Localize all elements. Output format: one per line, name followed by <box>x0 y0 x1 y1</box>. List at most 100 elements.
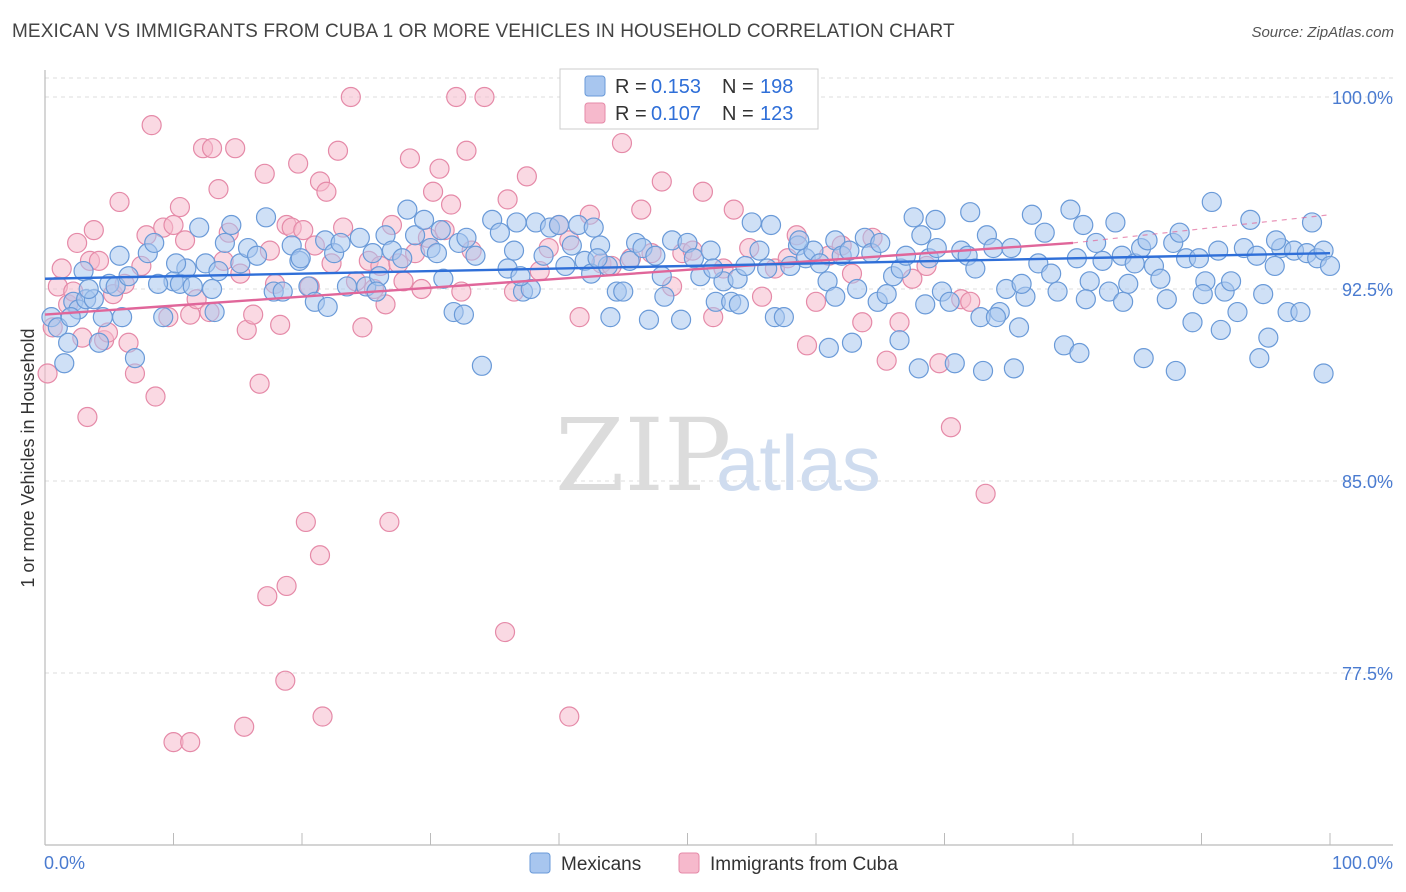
cuba-point-125 <box>257 586 278 607</box>
cuba-point-10 <box>83 220 104 241</box>
mexicans-point-178 <box>1290 301 1311 323</box>
cuba-point-128 <box>275 670 296 691</box>
mexicans-point-118 <box>903 207 924 228</box>
cuba-point-134 <box>180 732 201 753</box>
cuba-point-107 <box>796 335 818 356</box>
mexicans-point-24 <box>201 278 223 300</box>
cuba-point-90 <box>611 132 633 154</box>
mexicans-point-185 <box>1133 348 1154 369</box>
cuba-point-129 <box>234 716 255 737</box>
cuba-point-3 <box>51 258 72 279</box>
cuba-point-32 <box>201 138 223 159</box>
mexicans-point-98 <box>757 258 778 279</box>
legend-n-value-mexicans: 198 <box>760 76 793 98</box>
mexicans-point-48 <box>392 248 413 269</box>
cuba-point-25 <box>163 214 184 236</box>
mexicans-point-213 <box>1192 284 1213 305</box>
mexicans-point-206 <box>587 248 608 269</box>
legend-n-label-mexicans: N = <box>722 76 754 98</box>
y-tick-label-1: 92.5% <box>1342 280 1393 300</box>
cuba-point-115 <box>889 312 910 333</box>
bottom-legend-swatch-mexicans <box>529 852 551 874</box>
mexicans-point-149 <box>1105 212 1126 233</box>
cuba-point-79 <box>497 189 518 210</box>
cuba-point-52 <box>316 181 337 202</box>
cuba-point-6 <box>67 232 88 254</box>
trend-line-mexicans <box>44 251 1331 280</box>
mexicans-point-90 <box>700 240 721 261</box>
bottom-legend-label-cuba: Immigrants from Cuba <box>710 854 898 875</box>
mexicans-point-138 <box>1034 222 1055 243</box>
mexicans-point-136 <box>1021 204 1042 225</box>
mexicans-point-44 <box>362 243 383 264</box>
mexicans-point-162 <box>1188 248 1210 269</box>
cuba-point-86 <box>569 307 590 328</box>
mexicans-point-198 <box>453 304 475 325</box>
bottom-legend: Mexicans Immigrants from Cuba <box>529 852 898 875</box>
y-tick-label-2: 85.0% <box>1342 472 1393 492</box>
cuba-point-132 <box>559 706 580 727</box>
watermark-zip: ZIP <box>555 397 731 514</box>
mexicans-point-134 <box>1008 317 1030 338</box>
cuba-point-56 <box>340 86 361 108</box>
cuba-point-47 <box>288 153 309 174</box>
mexicans-point-14 <box>124 348 146 369</box>
mexicans-point-59 <box>471 355 492 376</box>
cuba-point-33 <box>208 179 229 200</box>
cuba-point-112 <box>852 312 873 333</box>
mexicans-point-50 <box>404 225 426 246</box>
mexicans-point-156 <box>1150 268 1171 289</box>
mexicans-point-210 <box>760 214 782 236</box>
mexicans-point-211 <box>506 212 527 233</box>
series-mexicans-points <box>41 191 1341 384</box>
cuba-point-41 <box>254 163 275 184</box>
mexicans-point-78 <box>613 281 634 302</box>
source-label: Source: ZipAtlas.com <box>1251 24 1394 41</box>
cuba-point-73 <box>440 194 462 215</box>
x-tick-label-min: 0.0% <box>44 853 85 873</box>
mexicans-point-12 <box>111 307 133 328</box>
mexicans-point-164 <box>1201 191 1222 213</box>
mexicans-point-207 <box>825 286 846 307</box>
mexicans-point-26 <box>214 232 235 254</box>
cuba-point-78 <box>474 86 495 108</box>
legend-swatch-mexicans <box>584 75 606 97</box>
y-axis-label: 1 or more Vehicles in Household <box>18 328 38 587</box>
cuba-point-126 <box>276 575 297 597</box>
mexicans-point-215 <box>985 307 1007 328</box>
mexicans-point-142 <box>1060 199 1081 220</box>
mexicans-point-204 <box>60 307 81 328</box>
cuba-point-101 <box>723 199 744 220</box>
mexicans-point-180 <box>1301 212 1323 233</box>
cuba-point-121 <box>960 291 981 312</box>
trend-line-cuba-extension <box>1072 214 1331 244</box>
mexicans-point-79 <box>619 250 640 271</box>
mexicans-point-183 <box>1319 255 1341 277</box>
mexicans-point-30 <box>246 245 268 266</box>
mexicans-point-151 <box>1118 273 1139 294</box>
axes <box>44 70 1393 846</box>
mexicans-point-187 <box>1003 358 1024 379</box>
mexicans-point-173 <box>1258 327 1279 348</box>
mexicans-point-217 <box>1075 289 1096 310</box>
legend-n-label-cuba: N = <box>722 103 754 125</box>
mexicans-point-121 <box>925 209 946 230</box>
mexicans-point-202 <box>109 245 130 266</box>
mexicans-point-200 <box>204 301 225 323</box>
cuba-point-124 <box>295 511 316 533</box>
mexicans-point-49 <box>397 199 418 220</box>
y-tick-label-3: 77.5% <box>1342 664 1393 684</box>
cuba-point-36 <box>225 138 246 159</box>
mexicans-point-219 <box>926 237 947 259</box>
cuba-point-15 <box>109 191 130 213</box>
mexicans-point-221 <box>789 230 810 251</box>
mexicans-point-67 <box>533 245 554 266</box>
cuba-point-127 <box>309 545 331 566</box>
cuba-point-21 <box>141 115 162 136</box>
mexicans-point-191 <box>889 330 910 351</box>
mexicans-point-114 <box>876 284 897 305</box>
cuba-point-26 <box>169 196 191 218</box>
mexicans-point-168 <box>1227 301 1248 323</box>
mexicans-point-174 <box>1264 255 1285 277</box>
cuba-point-70 <box>422 181 444 202</box>
